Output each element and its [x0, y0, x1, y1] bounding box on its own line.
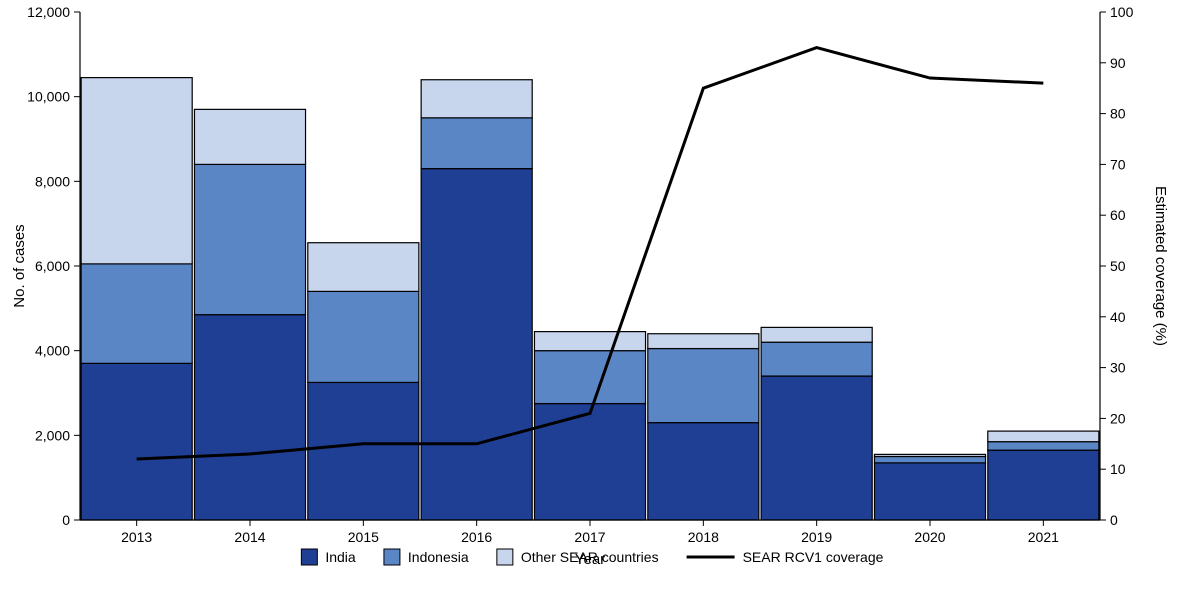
legend-swatch [384, 549, 400, 565]
y-left-tick-label: 8,000 [35, 173, 70, 189]
bar-segment [761, 327, 872, 342]
bar-segment [761, 342, 872, 376]
x-tick-label: 2020 [914, 529, 945, 545]
y-right-tick-label: 20 [1110, 410, 1126, 426]
y-right-tick-label: 70 [1110, 156, 1126, 172]
bar-segment [421, 80, 532, 118]
y-right-tick-label: 100 [1110, 4, 1134, 20]
bar-segment [194, 109, 305, 164]
bar-segment [81, 363, 192, 520]
bar-segment [534, 404, 645, 520]
y-right-tick-label: 90 [1110, 55, 1126, 71]
legend-label: SEAR RCV1 coverage [743, 549, 884, 565]
bar-segment [194, 164, 305, 314]
x-tick-label: 2017 [574, 529, 605, 545]
x-tick-label: 2015 [348, 529, 379, 545]
y-left-tick-label: 4,000 [35, 343, 70, 359]
bar-segment [988, 431, 1099, 442]
bar-segment [534, 351, 645, 404]
bar-segment [194, 315, 305, 520]
legend-label: India [325, 549, 356, 565]
bar-segment [874, 454, 985, 456]
bar-segment [874, 463, 985, 520]
bar-segment [81, 78, 192, 264]
chart-svg: 0 2,000 4,000 6,000 8,000 10,000 12,000 0 10 20 30… [0, 0, 1185, 589]
chart-container: 0 2,000 4,000 6,000 8,000 10,000 12,000 0 10 20 30… [0, 0, 1185, 589]
y-left-axis-title: No. of cases [11, 224, 28, 307]
y-left-tick-label: 6,000 [35, 258, 70, 274]
bar-segment [308, 291, 419, 382]
y-right-tick-label: 0 [1110, 512, 1118, 528]
bar-segment [874, 457, 985, 463]
legend-swatch [301, 549, 317, 565]
bar-segment [648, 349, 759, 423]
x-tick-label: 2021 [1028, 529, 1059, 545]
bar-segment [534, 332, 645, 351]
x-tick-label: 2014 [234, 529, 265, 545]
y-left-tick-label: 12,000 [27, 4, 70, 20]
x-tick-label: 2019 [801, 529, 832, 545]
y-right-tick-label: 30 [1110, 360, 1126, 376]
legend-swatch [497, 549, 513, 565]
bar-segment [761, 376, 872, 520]
legend-label: Other SEAR countries [521, 549, 659, 565]
x-tick-label: 2018 [688, 529, 719, 545]
y-left-tick-label: 2,000 [35, 427, 70, 443]
y-right-tick-label: 60 [1110, 207, 1126, 223]
legend-label: Indonesia [408, 549, 469, 565]
y-right-tick-label: 40 [1110, 309, 1126, 325]
bar-segment [308, 243, 419, 292]
y-right-axis-title: Estimated coverage (%) [1152, 186, 1169, 346]
y-left-tick-label: 10,000 [27, 89, 70, 105]
x-tick-label: 2016 [461, 529, 492, 545]
bar-segment [81, 264, 192, 363]
bar-segment [988, 450, 1099, 520]
bar-segment [308, 382, 419, 520]
x-tick-label: 2013 [121, 529, 152, 545]
y-right-tick-label: 50 [1110, 258, 1126, 274]
bar-segment [648, 423, 759, 520]
bar-segment [648, 334, 759, 349]
bar-segment [988, 442, 1099, 450]
y-right-tick-label: 10 [1110, 461, 1126, 477]
bar-segment [421, 169, 532, 520]
y-left-tick-label: 0 [62, 512, 70, 528]
y-right-tick-label: 80 [1110, 106, 1126, 122]
bar-segment [421, 118, 532, 169]
